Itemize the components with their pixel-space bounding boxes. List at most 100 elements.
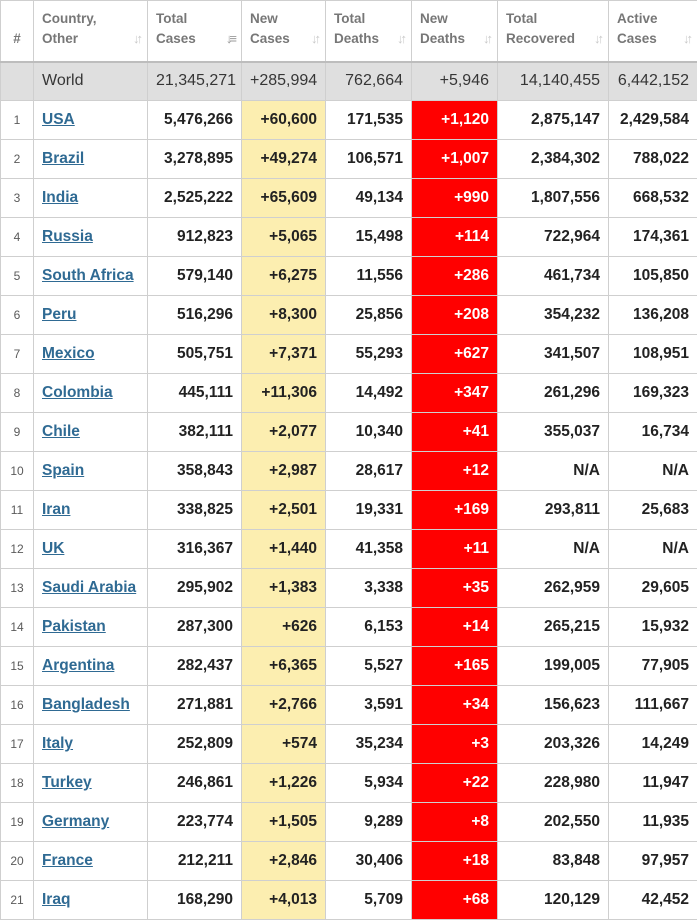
active-cases-cell: 169,323 bbox=[608, 373, 697, 413]
total-cases-cell: 516,296 bbox=[147, 295, 242, 335]
total-deaths-cell: 35,234 bbox=[325, 724, 412, 764]
table-row: 17 Italy 252,809 +574 35,234 +3 203,326 14,249 bbox=[0, 724, 697, 764]
new-cases-cell: +7,371 bbox=[241, 334, 326, 374]
country-link[interactable]: France bbox=[42, 852, 93, 869]
country-link[interactable]: Pakistan bbox=[42, 618, 106, 635]
country-link[interactable]: Peru bbox=[42, 306, 77, 323]
total-deaths-cell: 19,331 bbox=[325, 490, 412, 530]
total-deaths-cell: 9,289 bbox=[325, 802, 412, 842]
sort-desc-icon[interactable]: ↓≡ bbox=[225, 30, 237, 46]
rank-cell: 1 bbox=[0, 100, 34, 140]
rank-cell: 2 bbox=[0, 139, 34, 179]
country-link[interactable]: Spain bbox=[42, 462, 85, 479]
country-link[interactable]: Iraq bbox=[42, 891, 71, 908]
rank-cell: 21 bbox=[0, 880, 34, 920]
country-link[interactable]: UK bbox=[42, 540, 65, 557]
total-recovered-cell: 461,734 bbox=[497, 256, 609, 296]
country-link[interactable]: Iran bbox=[42, 501, 71, 518]
country-link[interactable]: Saudi Arabia bbox=[42, 579, 137, 596]
sort-arrows-icon[interactable]: ↓↑ bbox=[683, 30, 693, 46]
total-recovered-cell: N/A bbox=[497, 529, 609, 569]
rank-cell: 5 bbox=[0, 256, 34, 296]
table-row: 3 India 2,525,222 +65,609 49,134 +990 1,807,55… bbox=[0, 178, 697, 218]
total-cases-cell: 295,902 bbox=[147, 568, 242, 608]
country-link[interactable]: South Africa bbox=[42, 267, 134, 284]
new-cases-cell: +11,306 bbox=[241, 373, 326, 413]
country-link[interactable]: Turkey bbox=[42, 774, 92, 791]
country-link[interactable]: Italy bbox=[42, 735, 74, 752]
country-link[interactable]: Mexico bbox=[42, 345, 95, 362]
header-total-recovered[interactable]: Total Recovered ↓↑ bbox=[497, 0, 609, 63]
sort-arrows-icon[interactable]: ↓↑ bbox=[483, 30, 493, 46]
new-cases-cell: +2,766 bbox=[241, 685, 326, 725]
country-link[interactable]: USA bbox=[42, 111, 75, 128]
rank-cell: 15 bbox=[0, 646, 34, 686]
total-recovered-cell: 2,384,302 bbox=[497, 139, 609, 179]
table-row: 13 Saudi Arabia 295,902 +1,383 3,338 +35 262,9… bbox=[0, 568, 697, 608]
country-cell: Mexico bbox=[33, 334, 148, 374]
total-recovered-cell: 2,875,147 bbox=[497, 100, 609, 140]
total-cases-cell: 212,211 bbox=[147, 841, 242, 881]
country-link[interactable]: Russia bbox=[42, 228, 93, 245]
total-recovered-cell: 120,129 bbox=[497, 880, 609, 920]
new-deaths-cell: +208 bbox=[411, 295, 498, 335]
rank-cell: 19 bbox=[0, 802, 34, 842]
new-deaths-cell: +8 bbox=[411, 802, 498, 842]
country-cell: Germany bbox=[33, 802, 148, 842]
header-new-deaths[interactable]: New Deaths ↓↑ bbox=[411, 0, 498, 63]
header-total-deaths[interactable]: Total Deaths ↓↑ bbox=[325, 0, 412, 63]
total-deaths-cell: 171,535 bbox=[325, 100, 412, 140]
country-link[interactable]: Germany bbox=[42, 813, 110, 830]
new-deaths-cell: +1,120 bbox=[411, 100, 498, 140]
header-total-cases[interactable]: Total Cases ↓≡ bbox=[147, 0, 242, 63]
new-deaths-cell: +68 bbox=[411, 880, 498, 920]
header-new-cases[interactable]: New Cases ↓↑ bbox=[241, 0, 326, 63]
active-cases-cell: 2,429,584 bbox=[608, 100, 697, 140]
new-cases-cell: +4,013 bbox=[241, 880, 326, 920]
total-cases-cell: 287,300 bbox=[147, 607, 242, 647]
active-cases-cell: 668,532 bbox=[608, 178, 697, 218]
world-total-recovered: 14,140,455 bbox=[497, 61, 609, 101]
sort-arrows-icon[interactable]: ↓↑ bbox=[133, 30, 143, 46]
country-cell: Iran bbox=[33, 490, 148, 530]
world-rank-cell bbox=[0, 61, 34, 101]
active-cases-cell: 11,935 bbox=[608, 802, 697, 842]
total-recovered-cell: 293,811 bbox=[497, 490, 609, 530]
header-country[interactable]: Country, Other ↓↑ bbox=[33, 0, 148, 63]
world-label: World bbox=[33, 61, 148, 101]
total-deaths-cell: 6,153 bbox=[325, 607, 412, 647]
country-link[interactable]: Chile bbox=[42, 423, 80, 440]
country-link[interactable]: Colombia bbox=[42, 384, 113, 401]
header-active-cases[interactable]: Active Cases ↓↑ bbox=[608, 0, 697, 63]
rank-cell: 17 bbox=[0, 724, 34, 764]
active-cases-cell: 42,452 bbox=[608, 880, 697, 920]
table-row: 7 Mexico 505,751 +7,371 55,293 +627 341,507 108… bbox=[0, 334, 697, 374]
total-cases-cell: 316,367 bbox=[147, 529, 242, 569]
total-deaths-cell: 106,571 bbox=[325, 139, 412, 179]
total-deaths-cell: 10,340 bbox=[325, 412, 412, 452]
sort-arrows-icon[interactable]: ↓↑ bbox=[397, 30, 407, 46]
new-deaths-cell: +41 bbox=[411, 412, 498, 452]
sort-arrows-icon[interactable]: ↓↑ bbox=[594, 30, 604, 46]
active-cases-cell: 174,361 bbox=[608, 217, 697, 257]
country-link[interactable]: Bangladesh bbox=[42, 696, 130, 713]
total-deaths-cell: 5,709 bbox=[325, 880, 412, 920]
new-deaths-cell: +11 bbox=[411, 529, 498, 569]
total-cases-cell: 246,861 bbox=[147, 763, 242, 803]
new-deaths-cell: +35 bbox=[411, 568, 498, 608]
new-deaths-cell: +347 bbox=[411, 373, 498, 413]
table-row: 2 Brazil 3,278,895 +49,274 106,571 +1,007 2,38… bbox=[0, 139, 697, 179]
sort-arrows-icon[interactable]: ↓↑ bbox=[311, 30, 321, 46]
world-total-deaths: 762,664 bbox=[325, 61, 412, 101]
total-deaths-cell: 11,556 bbox=[325, 256, 412, 296]
rank-cell: 13 bbox=[0, 568, 34, 608]
active-cases-cell: 15,932 bbox=[608, 607, 697, 647]
country-cell: Saudi Arabia bbox=[33, 568, 148, 608]
country-link[interactable]: India bbox=[42, 189, 79, 206]
total-recovered-cell: 202,550 bbox=[497, 802, 609, 842]
country-cell: Argentina bbox=[33, 646, 148, 686]
country-cell: France bbox=[33, 841, 148, 881]
country-link[interactable]: Argentina bbox=[42, 657, 115, 674]
country-link[interactable]: Brazil bbox=[42, 150, 85, 167]
